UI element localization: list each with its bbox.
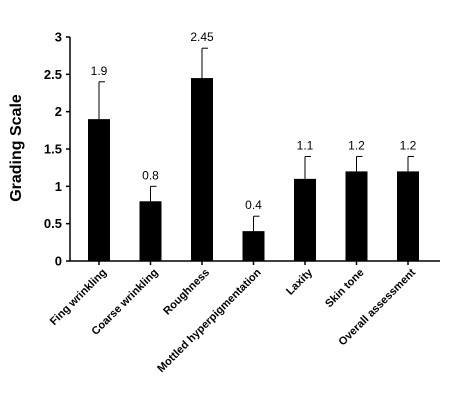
y-tick-label: 1 [55,179,62,194]
data-labels: 1.9 0.8 2.45 0.4 1.1 1.2 1.2 [91,30,417,212]
data-label: 1.9 [91,64,108,78]
y-tick-label: 2.5 [44,67,62,82]
bar [397,171,419,261]
bar [88,119,110,261]
bars [88,47,419,261]
y-tick-label: 1.5 [44,142,62,157]
category-label: Skin tone [323,267,366,310]
x-axis [70,260,440,265]
data-label: 2.45 [190,30,214,44]
bar [294,178,316,261]
y-tick-label: 0.5 [44,216,62,231]
category-label: Mottled hyperpigmentation [155,266,264,375]
category-label: Laxity [284,266,316,298]
data-label: 0.8 [142,168,159,182]
bar [242,231,265,261]
data-label: 1.2 [400,138,417,152]
y-tick-label: 2 [55,104,62,119]
bar [191,78,213,261]
data-label: 1.1 [297,138,314,152]
y-tick-label: 3 [55,30,62,45]
bar [139,201,162,261]
bar [345,171,368,261]
y-axis: 0 0.5 1 1.5 2 2.5 3 [44,30,71,269]
y-axis-title: Grading Scale [8,94,25,202]
category-label: Roughness [161,267,212,318]
data-label: 0.4 [245,198,262,212]
data-label: 1.2 [348,138,365,152]
y-tick-label: 0 [55,254,62,269]
